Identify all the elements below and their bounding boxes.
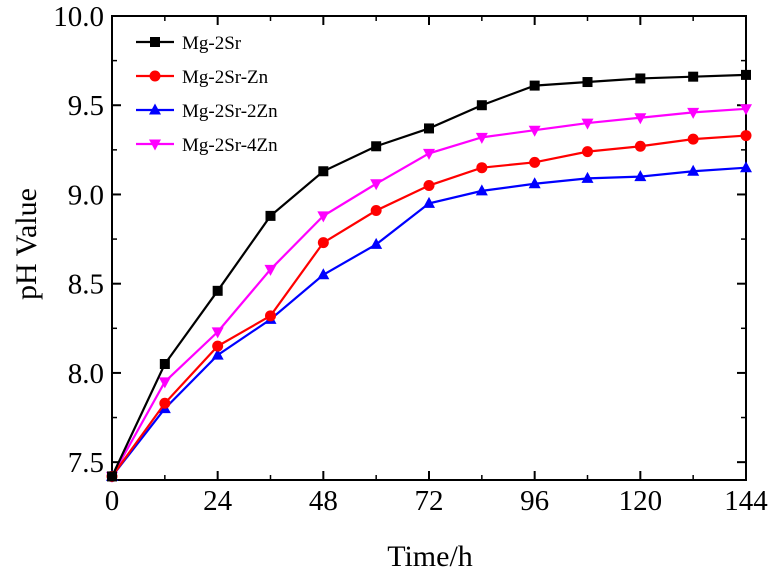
data-point	[476, 162, 488, 174]
data-point	[740, 161, 752, 173]
data-point	[107, 471, 117, 482]
series-layer	[106, 69, 752, 483]
data-point	[635, 73, 646, 84]
data-point	[317, 237, 329, 249]
data-point	[529, 156, 541, 168]
axes	[111, 15, 747, 481]
data-point	[370, 237, 383, 249]
y-tick-label: 8.5	[68, 269, 104, 301]
data-point	[159, 397, 171, 409]
data-point	[581, 118, 594, 130]
data-point	[740, 130, 752, 142]
data-point	[741, 69, 751, 80]
legend-label: Mg-2Sr	[182, 33, 242, 54]
legend-label: Mg-2Sr-2Zn	[182, 101, 278, 122]
data-point	[582, 146, 593, 158]
legend-item: Mg-2Sr	[136, 33, 242, 54]
data-point	[634, 170, 647, 182]
data-point	[211, 327, 224, 339]
legend-marker	[150, 37, 160, 47]
legend-marker	[149, 139, 161, 151]
data-point	[370, 179, 383, 191]
data-point	[265, 310, 276, 322]
data-point	[424, 123, 434, 134]
y-axis-title: pH Value	[10, 188, 43, 300]
legend-item: Mg-2Sr-Zn	[136, 67, 269, 88]
x-tick-label: 72	[415, 485, 444, 517]
data-point	[211, 348, 224, 360]
data-point	[370, 205, 382, 217]
data-point	[423, 180, 435, 192]
x-axis-title: Time/h	[387, 540, 473, 573]
legend-item: Mg-2Sr-4Zn	[136, 135, 278, 156]
data-point	[264, 264, 277, 276]
data-point	[159, 359, 170, 369]
data-point	[317, 211, 330, 223]
y-tick-label: 9.0	[68, 179, 104, 211]
data-point	[476, 100, 487, 111]
y-tick-label: 7.5	[68, 447, 104, 479]
data-point	[740, 104, 752, 116]
legend-item: Mg-2Sr-2Zn	[136, 101, 278, 122]
data-point	[687, 133, 699, 145]
tick-labels: 0 24 48 72 96 120 144 7.5 8.0 8.5 9.0 9.5 10.0	[53, 1, 768, 517]
data-point	[158, 377, 171, 389]
data-point	[687, 164, 700, 176]
data-point	[423, 196, 435, 208]
x-tick-label: 0	[105, 485, 120, 517]
x-tick-label: 120	[619, 485, 663, 517]
data-point	[687, 107, 700, 119]
x-tick-label: 144	[724, 485, 768, 517]
data-point	[371, 141, 382, 152]
legend-marker	[149, 70, 161, 82]
data-point	[265, 210, 276, 221]
data-point	[475, 184, 488, 196]
legend-marker	[149, 103, 161, 115]
data-point	[475, 132, 488, 144]
y-tick-label: 10.0	[53, 1, 104, 33]
x-tick-label: 48	[309, 485, 338, 517]
y-tick-label: 9.5	[68, 90, 104, 122]
data-point	[528, 125, 541, 137]
x-tick-label: 24	[203, 485, 233, 517]
y-tick-label: 8.0	[68, 358, 104, 390]
data-point	[688, 71, 699, 82]
data-point	[318, 166, 329, 177]
data-point	[634, 113, 647, 125]
series-mg-2sr-4zn	[106, 104, 752, 483]
data-point	[529, 80, 540, 91]
data-point	[581, 171, 594, 183]
data-point	[528, 177, 541, 189]
legend-label: Mg-2Sr-Zn	[182, 67, 269, 88]
data-point	[634, 140, 646, 152]
data-point	[582, 77, 593, 88]
data-point	[317, 268, 330, 280]
series-mg-2sr	[107, 69, 751, 482]
data-point	[423, 148, 435, 160]
x-tick-label: 96	[520, 485, 549, 517]
data-point	[212, 285, 223, 296]
legend: Mg-2Sr Mg-2Sr-Zn Mg-2Sr-2Zn Mg-2Sr-4Zn	[136, 33, 278, 156]
data-point	[212, 340, 224, 352]
series-mg-2sr-2zn	[106, 161, 752, 481]
series-line	[111, 166, 747, 478]
series-line	[111, 107, 747, 477]
legend-label: Mg-2Sr-4Zn	[182, 135, 278, 156]
series-mg-2sr-zn	[106, 130, 752, 482]
